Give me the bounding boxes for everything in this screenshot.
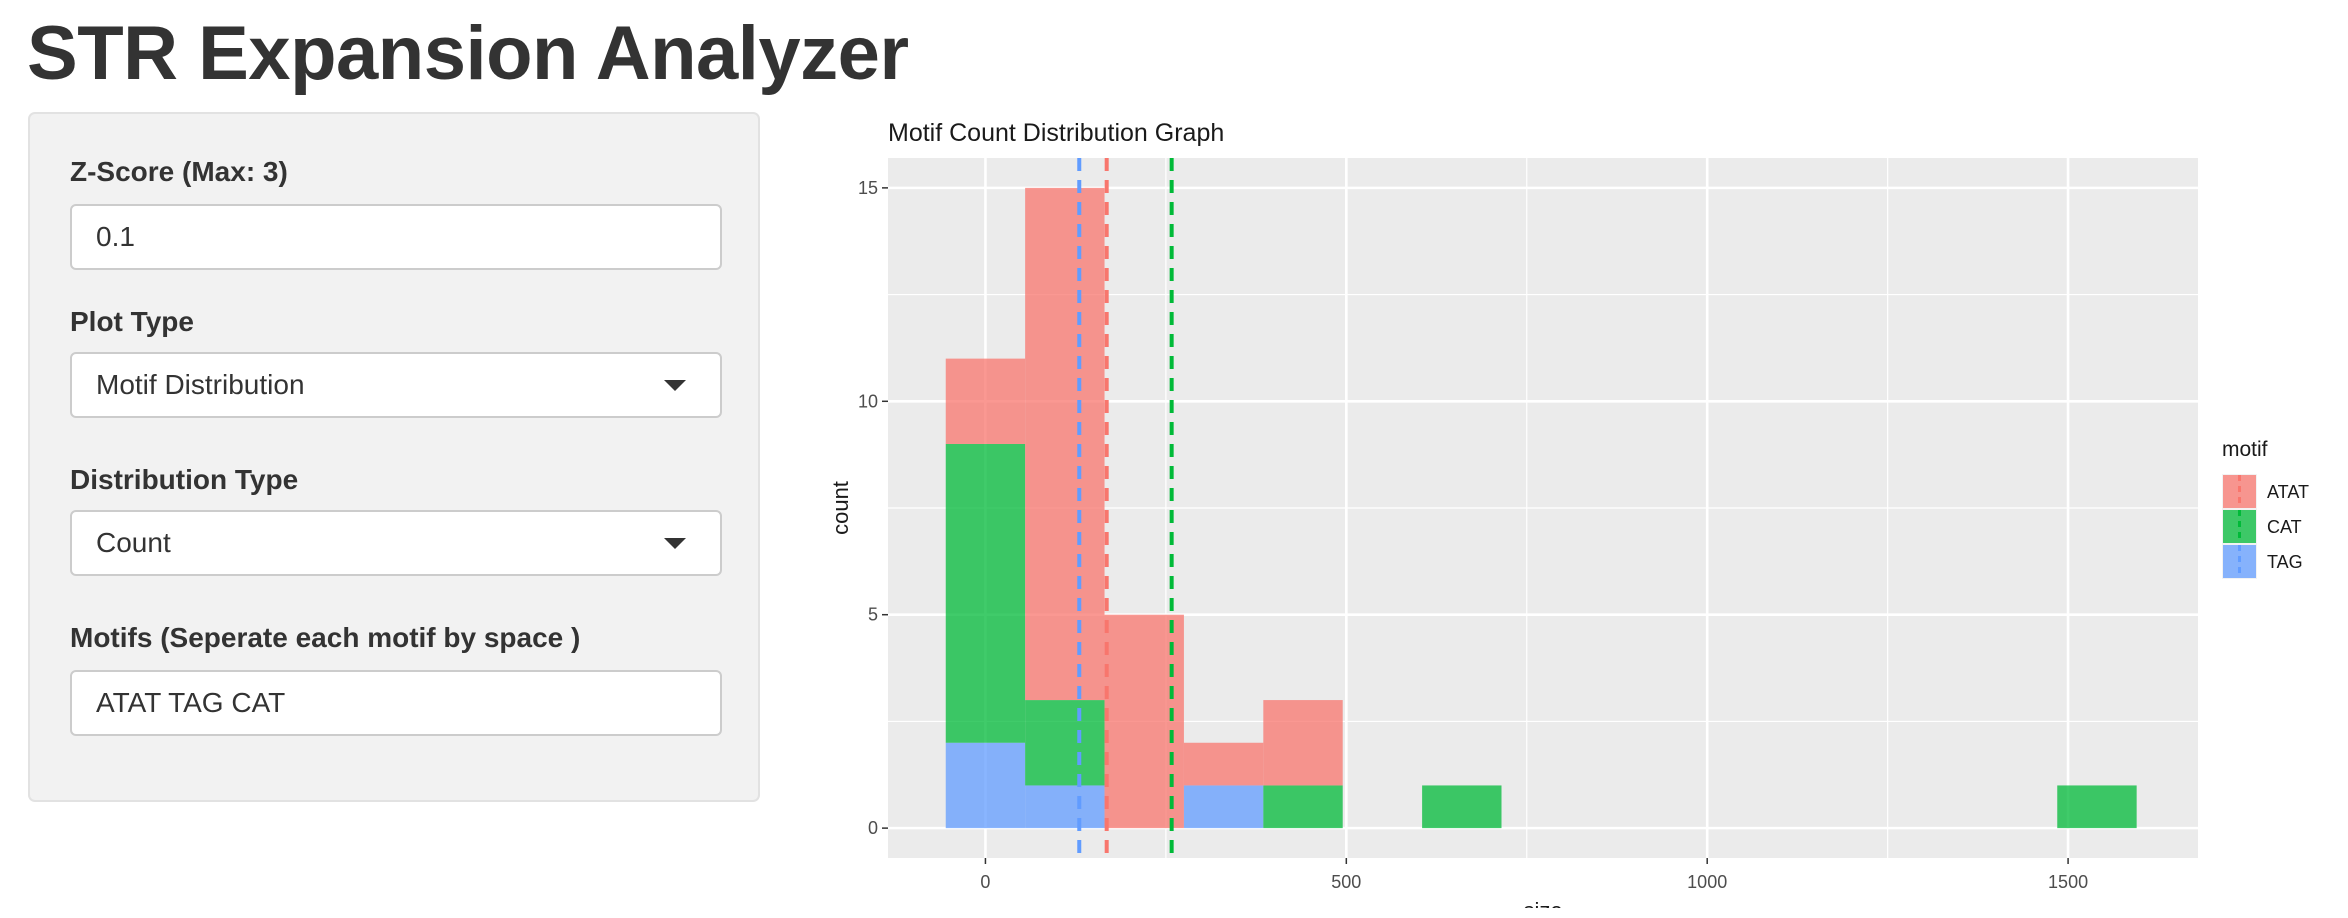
x-tick-label: 500 [1331, 872, 1361, 892]
y-tick-label: 10 [858, 391, 878, 411]
bar-tag [1025, 785, 1105, 829]
legend-title: motif [2222, 438, 2268, 461]
distribution-type-value: Count [96, 527, 171, 558]
bar-atat [945, 358, 1026, 444]
y-tick-label: 15 [858, 178, 878, 198]
bar-tag [1183, 785, 1264, 829]
bar-tag [945, 742, 1026, 829]
plot-type-label: Plot Type [70, 306, 194, 337]
bar-atat [1183, 742, 1264, 786]
bar-cat [1422, 785, 1502, 829]
chevron-down-icon [664, 537, 686, 549]
y-axis-title: count [830, 481, 853, 535]
y-tick-label: 0 [868, 818, 878, 838]
y-tick-label: 5 [868, 605, 878, 625]
bar-atat [1025, 187, 1105, 701]
x-tick-label: 1000 [1687, 872, 1727, 892]
zscore-input[interactable] [70, 204, 722, 270]
bar-cat [1025, 700, 1105, 786]
legend-label-tag: TAG [2267, 552, 2303, 572]
motif-distribution-plot: Motif Count Distribution Graph 0 500 1000 15… [830, 108, 2330, 908]
chevron-down-icon [664, 379, 686, 391]
zscore-label: Z-Score (Max: 3) [70, 156, 288, 187]
distribution-type-label: Distribution Type [70, 464, 299, 495]
x-tick-label: 1500 [2048, 872, 2088, 892]
plot-type-value: Motif Distribution [96, 369, 305, 400]
motifs-input[interactable] [70, 670, 722, 736]
bar-atat [1263, 700, 1343, 786]
app-title: STR Expansion Analyzer [27, 11, 909, 96]
legend-label-atat: ATAT [2267, 482, 2309, 502]
chart-svg: Motif Count Distribution Graph 0 500 1000 15… [830, 119, 2309, 908]
plot-type-select[interactable]: Motif Distribution [70, 352, 722, 418]
x-tick-label: 0 [980, 872, 990, 892]
bar-cat [945, 443, 1026, 743]
sidebar-panel: Z-Score (Max: 3) Plot Type Motif Distrib… [28, 112, 760, 802]
bar-cat [1263, 785, 1343, 829]
legend-label-cat: CAT [2267, 517, 2302, 537]
x-axis-title: size [1523, 898, 1562, 908]
chart-title: Motif Count Distribution Graph [888, 119, 1224, 147]
motifs-label: Motifs (Seperate each motif by space ) [70, 622, 581, 653]
distribution-type-select[interactable]: Count [70, 510, 722, 576]
bar-cat [2057, 785, 2137, 829]
